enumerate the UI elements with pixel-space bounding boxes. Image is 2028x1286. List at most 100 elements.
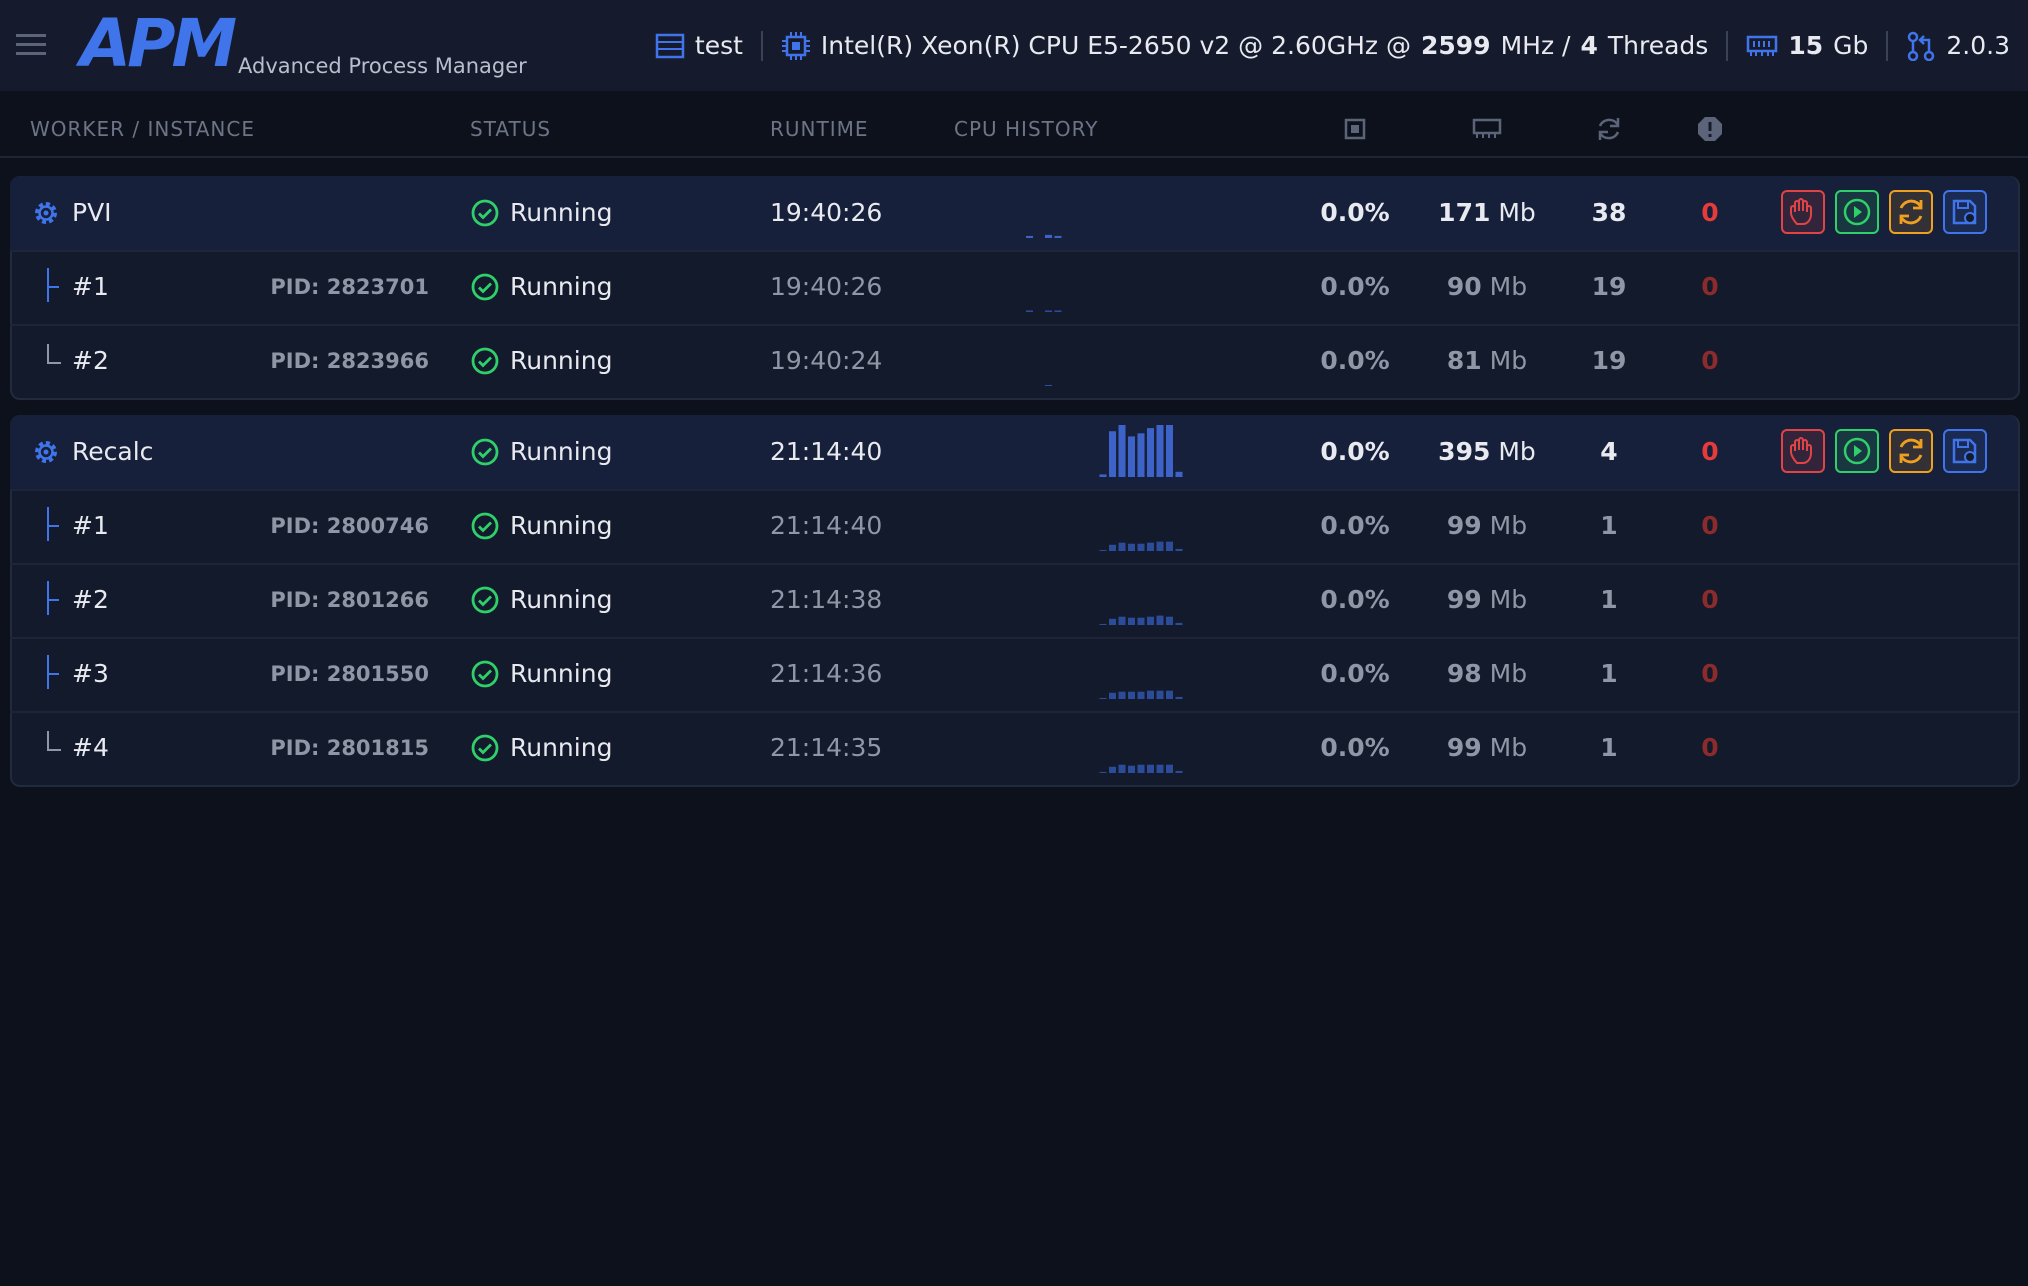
memory-value: 171 — [1438, 198, 1491, 227]
worker-row: PVI Running 19:40:26 0.0% 171 Mb 38 0 — [10, 176, 2018, 252]
errors: 0 — [1701, 511, 1719, 540]
tree-branch — [47, 581, 61, 615]
separator — [1726, 30, 1729, 61]
cpu-history — [1099, 425, 1183, 477]
start-button[interactable] — [1835, 190, 1879, 234]
runtime: 21:14:40 — [770, 437, 883, 466]
errors: 0 — [1701, 346, 1719, 375]
version-icon — [1908, 31, 1935, 61]
system-info: test Intel(R) Xeon(R) CPU E5-2650 v2 @ 2… — [655, 0, 2010, 91]
button-icon — [1843, 198, 1871, 226]
status-icon — [471, 512, 499, 540]
restarts: 19 — [1591, 346, 1627, 375]
instance-name: #1 — [72, 511, 109, 540]
cpu-history-bar — [1128, 543, 1135, 551]
memory-value: 99 — [1446, 511, 1482, 540]
runtime: 21:14:40 — [770, 511, 883, 540]
button-icon — [1843, 437, 1871, 465]
worker-name: Recalc — [72, 437, 154, 466]
cpu-history-bar — [1109, 692, 1116, 699]
save-button[interactable] — [1943, 190, 1987, 234]
memory-usage: 171 Mb — [1438, 176, 1536, 250]
restart-button[interactable] — [1889, 429, 1933, 473]
memory-value: 90 — [1446, 272, 1482, 301]
restarts: 1 — [1600, 585, 1618, 614]
cpu-column-icon — [1344, 118, 1366, 140]
memory-value: 98 — [1446, 659, 1482, 688]
cpu-usage: 0.0% — [1320, 733, 1390, 762]
top-bar: APM Advanced Process Manager test Intel(… — [0, 0, 2028, 91]
cpu-usage: 0.0% — [1320, 659, 1390, 688]
memory-unit: Mb — [1489, 346, 1528, 375]
separator — [1886, 30, 1889, 61]
tree-branch — [47, 599, 59, 601]
pid: PID: 2800746 — [270, 514, 429, 538]
cpu-model: Intel(R) Xeon(R) CPU E5-2650 v2 @ 2.60GH… — [820, 31, 1411, 60]
tree-branch — [47, 344, 61, 364]
column-header: RUNTIME — [770, 117, 869, 141]
status: Running — [510, 733, 613, 762]
cpu-history-bar — [1147, 764, 1154, 773]
menu-button[interactable] — [16, 34, 46, 56]
tree-branch — [47, 525, 59, 527]
cpu-history-bar — [1099, 474, 1107, 477]
cpu-history-bar — [1109, 431, 1116, 477]
cpu-history — [1099, 764, 1183, 773]
cpu-history-bar — [1156, 425, 1164, 477]
status: Running — [510, 198, 613, 227]
stop-button[interactable] — [1781, 190, 1825, 234]
errors: 0 — [1701, 272, 1719, 301]
errors: 0 — [1701, 733, 1719, 762]
cpu-history-bar — [1118, 691, 1126, 699]
status-icon — [471, 347, 499, 375]
save-button[interactable] — [1943, 429, 1987, 473]
cpu-history-bar — [1128, 617, 1135, 625]
cpu-history-bar — [1045, 384, 1052, 386]
cpu-history-bar — [1175, 471, 1183, 477]
cpu-usage: 0.0% — [1320, 437, 1390, 466]
cpu-history-bar — [1099, 697, 1107, 699]
restarts: 1 — [1600, 659, 1618, 688]
memory-usage: 81 Mb — [1447, 324, 1527, 398]
runtime: 21:14:35 — [770, 733, 883, 762]
runtime: 19:40:26 — [770, 272, 883, 301]
cpu-history-bar — [1099, 623, 1107, 625]
memory-unit: Mb — [1489, 585, 1528, 614]
worker-row: Recalc Running 21:14:40 0.0% 395 Mb 4 0 — [10, 415, 2018, 491]
memory-value: 99 — [1446, 585, 1482, 614]
app-subtitle: Advanced Process Manager — [238, 54, 527, 78]
memory-value: 395 — [1438, 437, 1491, 466]
start-button[interactable] — [1835, 429, 1879, 473]
cpu-history-bar — [1054, 310, 1062, 312]
cpu-icon — [781, 31, 810, 60]
memory-total: 15 — [1788, 31, 1824, 60]
restart-button[interactable] — [1889, 190, 1933, 234]
stop-button[interactable] — [1781, 429, 1825, 473]
instance-row: PID: 2823966 #2 Running 19:40:24 0.0% 81 Mb 19 0 — [10, 324, 2018, 398]
cpu-history-bar — [1099, 771, 1107, 773]
button-icon — [1790, 198, 1812, 225]
cpu-history-bar — [1156, 690, 1164, 699]
cpu-history-bar — [1166, 541, 1173, 551]
memory-unit: Mb — [1489, 659, 1528, 688]
tree-branch — [47, 286, 59, 288]
button-icon — [1899, 438, 1923, 464]
cpu-usage: 0.0% — [1320, 198, 1390, 227]
cpu-history-bar — [1109, 766, 1116, 773]
column-header: CPU HISTORY — [954, 117, 1099, 141]
pid: PID: 2801550 — [270, 662, 429, 686]
memory-value: 81 — [1446, 346, 1482, 375]
pid: PID: 2801266 — [270, 588, 429, 612]
status-icon — [471, 734, 499, 762]
memory-unit: Mb — [1489, 511, 1528, 540]
status-icon — [471, 438, 499, 466]
cpu-history-bar — [1156, 541, 1164, 551]
status-icon — [471, 199, 499, 227]
cpu-history-bar — [1026, 310, 1033, 312]
threads-label: Threads — [1607, 31, 1709, 60]
status: Running — [510, 272, 613, 301]
runtime: 21:14:38 — [770, 585, 883, 614]
cpu-usage: 0.0% — [1320, 585, 1390, 614]
tree-branch — [47, 731, 61, 751]
